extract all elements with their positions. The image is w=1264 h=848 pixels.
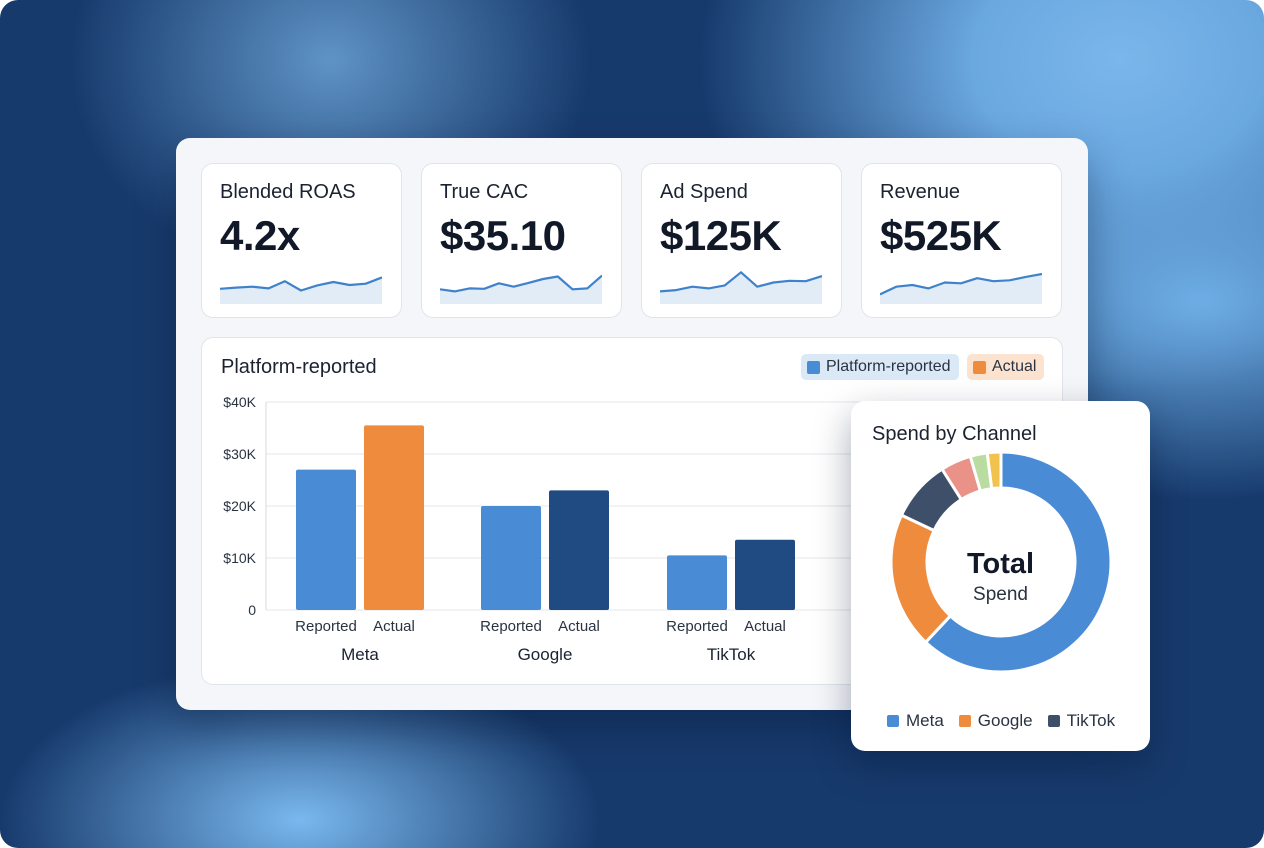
x-subcategory-label: Reported xyxy=(480,618,542,635)
kpi-sparkline xyxy=(440,274,602,304)
legend-label: TikTok xyxy=(1066,711,1116,730)
legend-item-google[interactable]: Google xyxy=(958,711,1033,731)
y-tick-label: $10K xyxy=(223,550,256,566)
legend-item-actual[interactable]: Actual xyxy=(967,354,1045,380)
x-group-label: TikTok xyxy=(707,645,756,664)
legend-item-meta[interactable]: Meta xyxy=(887,711,944,731)
kpi-label: Ad Spend xyxy=(660,181,748,203)
kpi-label: Revenue xyxy=(880,181,961,203)
donut-slice-meta[interactable] xyxy=(923,450,1113,674)
x-group-label: Google xyxy=(518,645,573,664)
sparkline-area xyxy=(660,272,822,304)
chart-title: Spend by Channel xyxy=(872,423,1037,445)
kpi-value: $125K xyxy=(660,212,782,259)
legend-swatch xyxy=(807,360,820,374)
donut-center-sublabel: Spend xyxy=(973,584,1028,605)
kpi-card-blended-roas[interactable]: Blended ROAS 4.2x xyxy=(201,163,402,318)
sparkline xyxy=(660,271,822,293)
legend-item-tiktok[interactable]: TikTok xyxy=(1047,711,1116,731)
kpi-card-revenue[interactable]: Revenue $525K xyxy=(861,163,1062,318)
legend-swatch xyxy=(887,715,899,727)
kpi-sparkline xyxy=(220,276,382,304)
kpi-card-ad-spend[interactable]: Ad Spend $125K xyxy=(641,163,842,318)
legend-swatch xyxy=(973,360,986,374)
legend-swatch xyxy=(1047,715,1060,727)
sparkline-area xyxy=(440,275,602,304)
legend-label: Meta xyxy=(906,711,944,730)
kpi-label: True CAC xyxy=(440,181,529,203)
donut-chart xyxy=(889,450,1113,674)
bar-chart: 0 $10K $20K $30K $40K Reported Actual Meta Repor… xyxy=(223,394,1064,664)
y-tick-label: $40K xyxy=(223,394,256,410)
x-subcategory-label: Actual xyxy=(373,618,415,635)
x-group-label: Meta xyxy=(341,645,379,664)
bar-google-reported[interactable] xyxy=(481,506,541,610)
spend-by-channel-panel: Spend by Channel Total Spend Meta Google… xyxy=(851,401,1150,751)
x-subcategory-label: Reported xyxy=(295,618,357,635)
bar-meta-reported[interactable] xyxy=(296,469,356,610)
bar-meta-actual[interactable] xyxy=(364,425,424,610)
legend-label: Google xyxy=(977,711,1033,730)
x-subcategory-label: Actual xyxy=(744,618,786,635)
donut-slice-5[interactable] xyxy=(985,450,1003,491)
donut-center-label: Total xyxy=(966,548,1035,580)
kpi-value: $525K xyxy=(880,212,1002,259)
legend-label: Actual xyxy=(992,358,1037,375)
bar-tiktok-actual[interactable] xyxy=(735,539,795,610)
x-subcategory-label: Actual xyxy=(558,618,600,635)
bar-tiktok-reported[interactable] xyxy=(667,555,727,610)
sparkline xyxy=(880,272,1042,296)
kpi-value: 4.2x xyxy=(220,212,300,259)
y-tick-label: 0 xyxy=(248,602,256,618)
donut-legend: Meta Google TikTok xyxy=(887,711,1115,731)
bar-google-actual[interactable] xyxy=(549,490,609,610)
legend-item-platform-reported[interactable]: Platform-reported xyxy=(801,354,959,380)
legend-swatch xyxy=(958,715,971,727)
sparkline xyxy=(220,276,382,292)
y-tick-label: $30K xyxy=(223,446,256,462)
kpi-sparkline xyxy=(880,272,1042,304)
x-subcategory-label: Reported xyxy=(666,618,728,635)
kpi-card-true-cac[interactable]: True CAC $35.10 xyxy=(421,163,622,318)
chart-title: Platform-reported xyxy=(221,356,377,378)
kpi-sparkline xyxy=(660,271,822,304)
sparkline xyxy=(440,274,602,293)
kpi-label: Blended ROAS xyxy=(220,181,356,203)
kpi-value: $35.10 xyxy=(440,212,566,259)
y-tick-label: $20K xyxy=(223,498,256,514)
legend-label: Platform-reported xyxy=(826,358,951,375)
